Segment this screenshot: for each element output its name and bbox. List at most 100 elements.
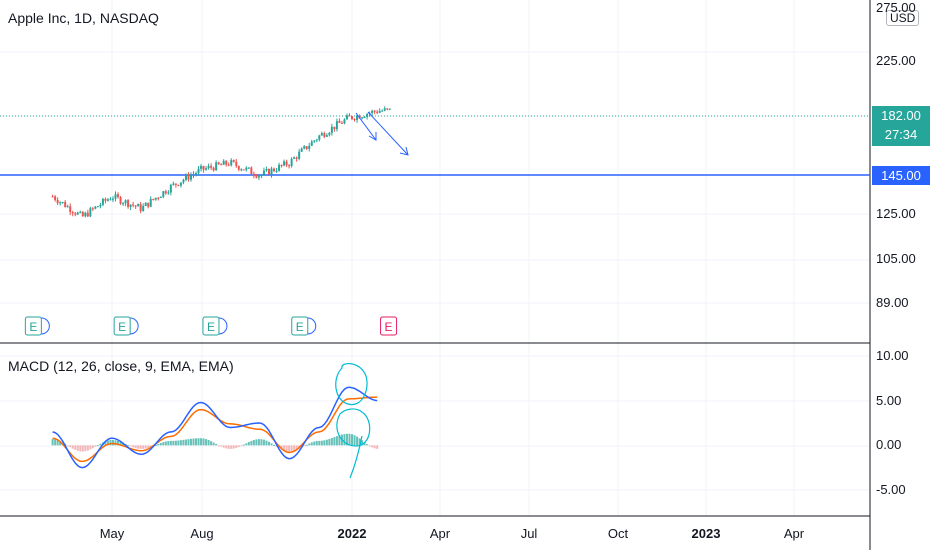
histogram-bar	[257, 439, 260, 446]
histogram-bar	[270, 443, 273, 446]
histogram-bar	[328, 438, 331, 446]
histogram-bar	[303, 445, 306, 447]
histogram-bar	[184, 439, 187, 446]
histogram-bar	[242, 444, 245, 446]
candle-body	[348, 115, 351, 117]
candle-body	[76, 212, 79, 215]
histogram-bar	[177, 440, 180, 446]
histogram-bar	[56, 439, 59, 446]
candle-body	[366, 114, 369, 118]
candle-body	[257, 176, 260, 178]
histogram-bar	[109, 440, 112, 446]
candle-body	[162, 191, 165, 197]
histogram-bar	[363, 442, 366, 446]
candle-body	[129, 204, 132, 207]
currency-button[interactable]: USD	[886, 10, 920, 26]
candle-body	[154, 197, 157, 200]
histogram-bar	[325, 439, 328, 446]
candle-body	[378, 110, 381, 113]
histogram-bar	[164, 441, 167, 446]
candle-body	[212, 167, 215, 171]
candle-body	[81, 211, 84, 217]
histogram-bar	[76, 445, 79, 451]
earnings-marker-icon	[202, 316, 220, 336]
candle-body	[247, 167, 250, 169]
candle-body	[215, 162, 218, 171]
histogram-bar	[169, 440, 172, 446]
candle-body	[237, 165, 240, 170]
candle-body	[361, 117, 364, 119]
histogram-bar	[134, 445, 137, 449]
histogram-bar	[142, 445, 145, 449]
candle-body	[288, 165, 291, 167]
chart-title: Apple Inc, 1D, NASDAQ	[8, 10, 159, 26]
candle-body	[89, 208, 92, 217]
candle-body	[356, 115, 359, 120]
histogram-bar	[195, 438, 198, 446]
candle-body	[59, 202, 62, 204]
candle-body	[323, 133, 326, 137]
candle-body	[333, 126, 336, 130]
candle-body	[340, 122, 343, 124]
histogram-bar	[179, 440, 182, 446]
candle-body	[335, 121, 338, 130]
histogram-bar	[376, 445, 379, 449]
histogram-bar	[262, 439, 265, 446]
candle-body	[252, 173, 255, 176]
candle-body	[290, 158, 293, 166]
histogram-bar	[149, 445, 152, 448]
candle-body	[232, 160, 235, 162]
candle-body	[298, 151, 301, 159]
histogram-bar	[104, 441, 107, 446]
candle-body	[376, 111, 379, 113]
histogram-bar	[222, 445, 225, 448]
earnings-marker-icon	[24, 316, 42, 336]
candle-body	[177, 184, 180, 186]
candle-body	[225, 160, 228, 165]
histogram-bar	[119, 441, 122, 446]
histogram-bar	[351, 434, 354, 446]
chart-frame	[0, 0, 871, 550]
histogram-bar	[265, 440, 268, 446]
histogram-bar	[315, 441, 318, 446]
histogram-bar	[247, 442, 250, 446]
candle-body	[91, 208, 94, 210]
histogram-bar	[283, 445, 286, 451]
histogram-bar	[295, 445, 298, 451]
candle-body	[373, 110, 376, 112]
time-tick: 2023	[691, 526, 721, 541]
candle-body	[167, 192, 170, 194]
histogram-bar	[205, 439, 208, 446]
candle-body	[388, 108, 391, 110]
histogram-bar	[137, 445, 140, 449]
candle-body	[106, 199, 109, 201]
histogram-bar	[157, 444, 160, 446]
histogram-bar	[74, 445, 77, 450]
candle-body	[207, 166, 210, 169]
candle-body	[179, 182, 182, 186]
candle-body	[210, 166, 213, 168]
histogram-bar	[210, 441, 213, 446]
histogram-bar	[127, 445, 130, 447]
macd-indicator-title[interactable]: MACD (12, 26, close, 9, EMA, EMA)	[8, 358, 234, 374]
candle-body	[142, 205, 145, 212]
trend-arrows[interactable]	[355, 111, 409, 156]
macd-tick: 5.00	[876, 393, 902, 408]
candle-body	[278, 164, 281, 171]
histogram-bar	[345, 433, 348, 446]
histogram-bar	[189, 438, 192, 446]
candle-body	[293, 157, 296, 159]
candle-body	[285, 161, 288, 166]
histogram-bar	[267, 441, 270, 446]
candle-body	[262, 170, 265, 175]
hand-drawn-annotation[interactable]	[335, 363, 371, 479]
candle-body	[315, 139, 318, 141]
histogram-bar	[81, 445, 84, 452]
candle-body	[114, 194, 117, 199]
candle-body	[104, 198, 107, 201]
candle-body	[320, 133, 323, 136]
histogram-bar	[273, 444, 276, 446]
time-tick: 2022	[337, 526, 367, 541]
